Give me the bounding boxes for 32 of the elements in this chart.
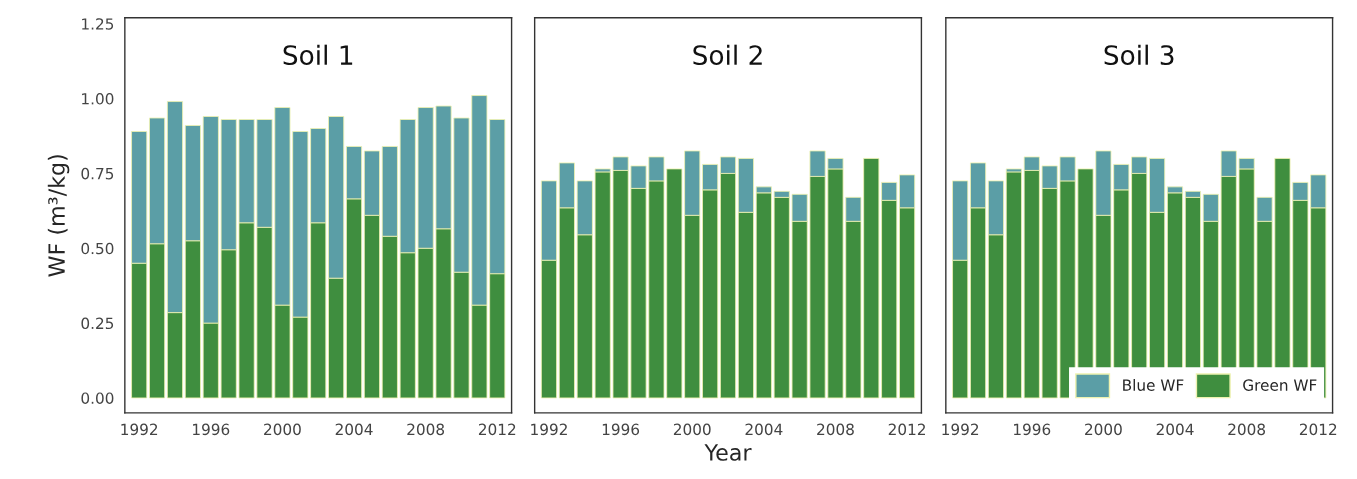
y-tick-label: 0.50 <box>81 242 114 255</box>
text: Soil 1 <box>283 44 353 66</box>
x-tick-label: 1992 <box>942 423 979 436</box>
text: Soil 2 <box>693 44 762 66</box>
x-tick-label: 1992 <box>121 423 158 436</box>
y-tick-label: 0.25 <box>81 317 114 330</box>
bar <box>1005 171 1022 399</box>
x-tick-label: 2008 <box>817 423 854 436</box>
y-tick-label: 1.00 <box>82 93 114 105</box>
x-tick-label: 2004 <box>335 423 373 436</box>
text: Soil 3 <box>1104 44 1174 66</box>
x-tick-label: 2012 <box>888 423 925 436</box>
y-tick-label: 1.25 <box>82 18 114 30</box>
x-axis-title: Year <box>704 444 752 461</box>
x-tick-label: 2012 <box>478 423 516 436</box>
x-tick-label: 2008 <box>407 423 445 436</box>
legend-label: Blue WF <box>1123 379 1184 391</box>
x-tick-label: 2000 <box>673 423 711 436</box>
x-tick-label: 1996 <box>193 423 230 436</box>
x-tick-label: 1996 <box>1014 423 1051 436</box>
y-axis-title: WF (m³/kg) <box>47 155 70 277</box>
x-tick-label: 2004 <box>1156 423 1194 436</box>
legend-label: Green WF <box>1243 379 1317 391</box>
x-tick-label: 2000 <box>1085 423 1122 436</box>
x-tick-label: 2000 <box>264 423 301 436</box>
y-tick-label: 0.75 <box>81 167 114 180</box>
y-tick-label: 0.00 <box>81 392 114 404</box>
x-tick-label: 2004 <box>745 423 783 436</box>
x-tick-label: 1992 <box>531 423 567 436</box>
x-tick-label: 2008 <box>1228 423 1266 436</box>
x-tick-label: 2012 <box>1299 423 1337 436</box>
x-tick-label: 1996 <box>602 423 640 436</box>
